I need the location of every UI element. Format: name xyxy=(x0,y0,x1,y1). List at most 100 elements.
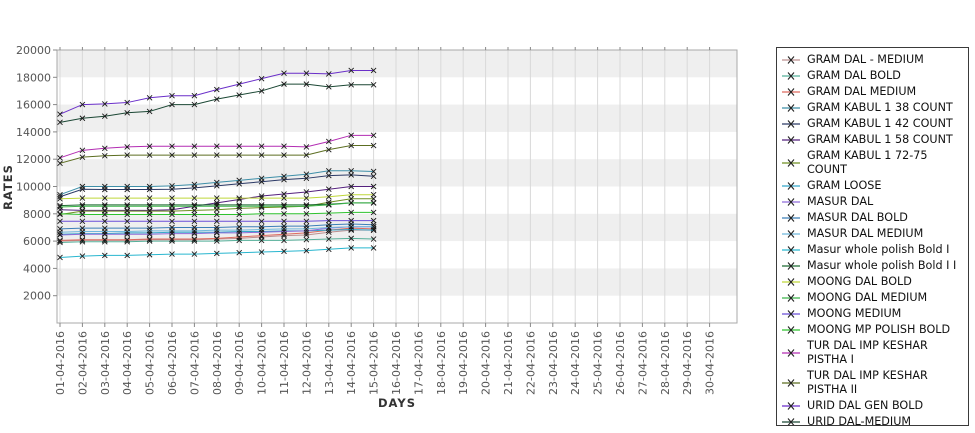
legend-label: MOONG DAL MEDIUM xyxy=(807,291,928,304)
legend-marker-icon xyxy=(782,310,800,318)
legend-item: GRAM KABUL 1 58 COUNT xyxy=(782,132,963,148)
plot-axes: 2000 4000 6000 8000 10000 12000 14000 16000 1800… xyxy=(16,44,738,395)
x-tick-label: 29-04-2016 xyxy=(681,331,694,395)
x-tick-label: 24-04-2016 xyxy=(569,331,582,395)
legend-item: GRAM KABUL 1 42 COUNT xyxy=(782,116,963,132)
x-tick-label: 20-04-2016 xyxy=(480,331,493,395)
series-markers xyxy=(57,209,377,218)
x-tick-label: 19-04-2016 xyxy=(457,331,470,395)
series-markers xyxy=(57,132,377,161)
y-tick-label: 12000 xyxy=(16,153,51,166)
legend-item: Masur whole polish Bold I xyxy=(782,242,963,258)
legend-label: MOONG DAL BOLD xyxy=(807,275,912,288)
legend-marker-icon xyxy=(782,159,800,167)
series-markers xyxy=(57,172,377,200)
legend-label: MOONG MP POLISH BOLD xyxy=(807,323,951,336)
legend-label: Masur whole polish Bold I xyxy=(807,243,950,256)
legend-label: GRAM KABUL 1 42 COUNT xyxy=(807,117,953,130)
legend-item: MOONG DAL MEDIUM xyxy=(782,290,963,306)
legend-item: MASUR DAL BOLD xyxy=(782,210,963,226)
series-markers xyxy=(57,200,377,210)
plot-background xyxy=(57,50,737,296)
x-tick-label: 17-04-2016 xyxy=(412,331,425,395)
legend-item: GRAM LOOSE xyxy=(782,178,963,194)
legend-label: TUR DAL IMP KESHAR PISTHA II xyxy=(807,369,928,396)
x-tick-label: 02-04-2016 xyxy=(76,331,89,395)
x-tick-label: 05-04-2016 xyxy=(144,331,157,395)
legend-label: MOONG MEDIUM xyxy=(807,307,902,320)
series-markers xyxy=(57,221,377,232)
series-markers xyxy=(57,81,377,126)
legend-item: MOONG MP POLISH BOLD xyxy=(782,322,963,338)
legend-marker-icon xyxy=(782,120,800,128)
legend-label: URID DAL GEN BOLD xyxy=(807,399,924,412)
x-tick-label: 06-04-2016 xyxy=(166,331,179,395)
x-tick-label: 18-04-2016 xyxy=(435,331,448,395)
legend-marker-icon xyxy=(782,182,800,190)
y-tick-label: 10000 xyxy=(16,181,51,194)
legend-marker-icon xyxy=(782,198,800,206)
legend-marker-icon xyxy=(782,326,800,334)
x-tick-label: 13-04-2016 xyxy=(323,331,336,395)
series-markers xyxy=(57,223,377,236)
series-markers xyxy=(57,235,377,246)
series-markers xyxy=(57,191,377,202)
plot-series-lines xyxy=(57,67,377,261)
legend-item: TUR DAL IMP KESHAR PISTHA I xyxy=(782,338,963,368)
x-tick-label: 22-04-2016 xyxy=(524,331,537,395)
legend-item: GRAM DAL MEDIUM xyxy=(782,84,963,100)
legend-label: URID DAL-MEDIUM xyxy=(807,415,912,426)
legend-marker-icon xyxy=(782,104,800,112)
legend-marker-icon xyxy=(782,246,800,254)
x-tick-label: 01-04-2016 xyxy=(54,331,67,395)
series-markers xyxy=(57,142,377,167)
legend-marker-icon xyxy=(782,214,800,222)
y-tick-label: 20000 xyxy=(16,44,51,57)
legend-marker-icon xyxy=(782,278,800,286)
x-tick-label: 10-04-2016 xyxy=(256,331,269,395)
chart-legend: GRAM DAL - MEDIUM GRAM DAL BOLD GRAM DAL M… xyxy=(776,47,969,426)
x-tick-label: 21-04-2016 xyxy=(502,331,515,395)
legend-label: MASUR DAL MEDIUM xyxy=(807,227,924,240)
series-markers xyxy=(57,225,377,244)
rates-chart: 2000 4000 6000 8000 10000 12000 14000 16000 1800… xyxy=(1,44,738,410)
series-markers xyxy=(57,245,377,261)
x-tick-label: 14-04-2016 xyxy=(345,331,358,395)
x-tick-label: 12-04-2016 xyxy=(300,331,313,395)
legend-label: GRAM KABUL 1 38 COUNT xyxy=(807,101,953,114)
series-markers xyxy=(57,67,377,117)
y-tick-label: 14000 xyxy=(16,126,51,139)
x-tick-label: 28-04-2016 xyxy=(659,331,672,395)
x-tick-label: 25-04-2016 xyxy=(592,331,605,395)
legend-item: MASUR DAL xyxy=(782,194,963,210)
y-tick-label: 2000 xyxy=(23,290,51,303)
x-tick-label: 03-04-2016 xyxy=(99,331,112,395)
x-axis-title: DAYS xyxy=(378,396,416,410)
y-tick-label: 8000 xyxy=(23,208,51,221)
legend-label: GRAM DAL MEDIUM xyxy=(807,85,917,98)
legend-item: GRAM DAL - MEDIUM xyxy=(782,52,963,68)
legend-label: MASUR DAL BOLD xyxy=(807,211,908,224)
y-tick-label: 6000 xyxy=(23,235,51,248)
legend-label: GRAM DAL BOLD xyxy=(807,69,901,82)
x-tick-label: 04-04-2016 xyxy=(121,331,134,395)
x-tick-label: 15-04-2016 xyxy=(368,331,381,395)
legend-item: URID DAL-MEDIUM xyxy=(782,414,963,426)
legend-item: URID DAL GEN BOLD xyxy=(782,398,963,414)
x-tick-label: 26-04-2016 xyxy=(614,331,627,395)
y-axis-title: RATES xyxy=(1,164,15,210)
x-tick-label: 27-04-2016 xyxy=(636,331,649,395)
legend-item: Masur whole polish Bold I I xyxy=(782,258,963,274)
legend-label: GRAM KABUL 1 72-75 COUNT xyxy=(807,149,928,176)
legend-marker-icon xyxy=(782,88,800,96)
series-markers xyxy=(57,227,377,244)
series-markers xyxy=(57,167,377,198)
legend-label: GRAM DAL - MEDIUM xyxy=(807,53,924,66)
legend-item: MOONG DAL BOLD xyxy=(782,274,963,290)
legend-marker-icon xyxy=(782,418,800,425)
y-tick-label: 16000 xyxy=(16,99,51,112)
x-tick-label: 09-04-2016 xyxy=(233,331,246,395)
legend-label: MASUR DAL xyxy=(807,195,874,208)
legend-label: GRAM KABUL 1 58 COUNT xyxy=(807,133,953,146)
